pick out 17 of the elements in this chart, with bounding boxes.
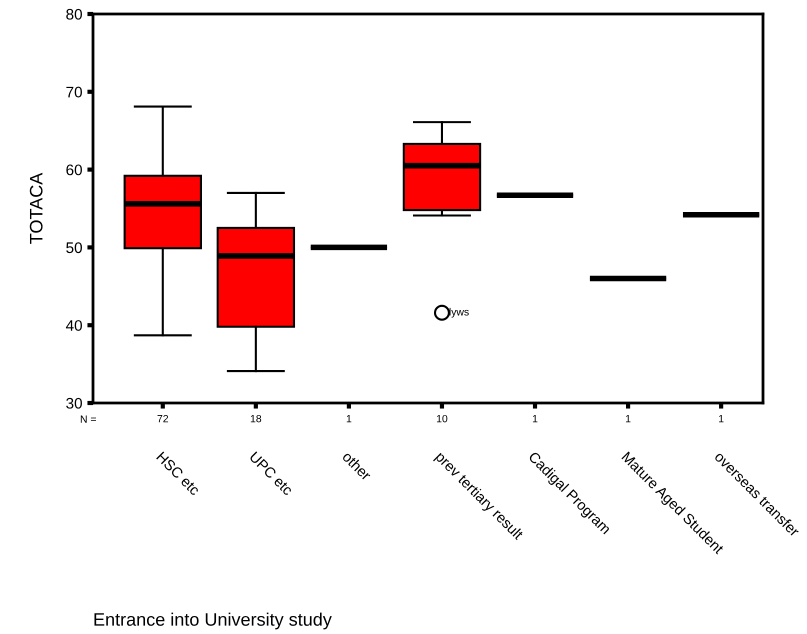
x-axis-title: Entrance into University study bbox=[94, 612, 332, 630]
text: 1 bbox=[346, 415, 352, 422]
y-tick-label: 50 bbox=[66, 242, 82, 254]
y-axis-title: TOTACA bbox=[30, 172, 43, 244]
y-tick-label: 60 bbox=[66, 164, 82, 176]
annotation: lyws bbox=[450, 308, 469, 318]
text: 1 bbox=[626, 415, 630, 422]
text: 1 bbox=[532, 415, 538, 422]
text: 1 bbox=[719, 415, 724, 422]
text: 72 bbox=[158, 414, 168, 422]
y-tick-label: 30 bbox=[66, 398, 82, 409]
text: N = bbox=[80, 416, 96, 423]
y-tick-label: 40 bbox=[66, 320, 82, 331]
text: 18 bbox=[250, 414, 262, 422]
text: 10 bbox=[436, 414, 448, 422]
y-tick-label: 70 bbox=[66, 86, 82, 98]
y-tick-label: 80 bbox=[66, 8, 82, 20]
